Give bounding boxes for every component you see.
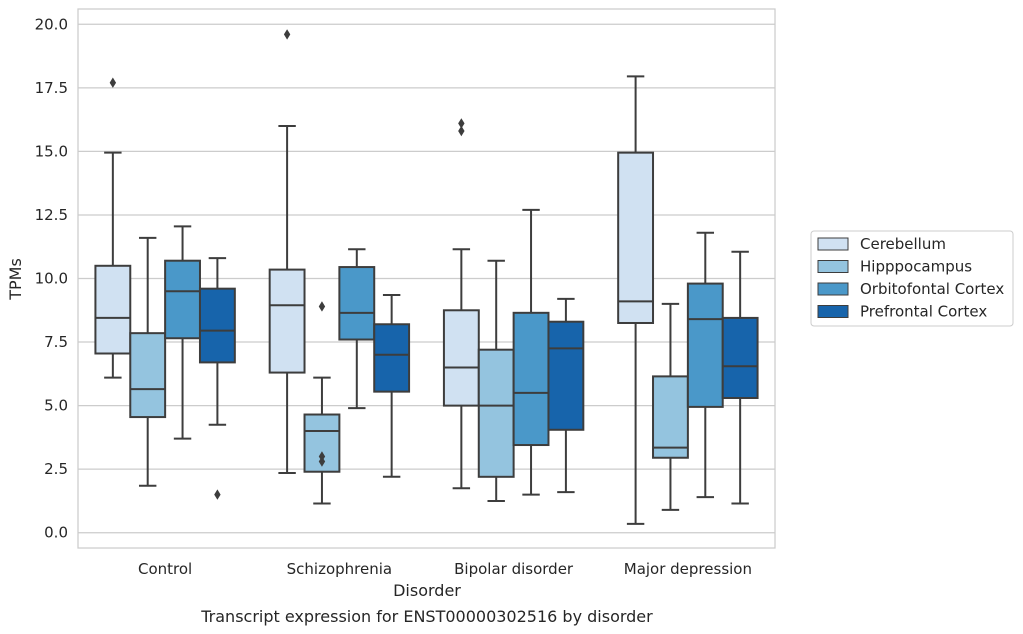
box-group xyxy=(198,257,236,500)
boxes xyxy=(94,29,759,525)
y-tick-label: 20.0 xyxy=(35,15,68,33)
y-tick-label: 17.5 xyxy=(35,79,68,97)
legend-label: Cerebellum xyxy=(860,235,946,253)
box xyxy=(617,151,655,324)
box xyxy=(512,311,550,447)
box-group xyxy=(129,236,167,487)
box-group xyxy=(373,294,411,478)
x-tick-label: Schizophrenia xyxy=(287,560,392,578)
y-axis-label: TPMs xyxy=(6,258,25,301)
box-group xyxy=(721,250,759,505)
box-group xyxy=(442,118,480,490)
outlier-point xyxy=(458,125,465,137)
legend: Cerebellum Hipppocampus Orbitofontal Corte… xyxy=(810,230,1014,327)
box xyxy=(198,287,236,364)
box xyxy=(652,375,689,459)
box-group xyxy=(338,248,376,410)
y-tick-label: 7.5 xyxy=(44,333,68,351)
plot-frame xyxy=(77,8,776,549)
box-group xyxy=(303,301,341,505)
y-tick-label: 0.0 xyxy=(44,524,68,542)
box xyxy=(477,348,515,478)
x-tick-label: Major depression xyxy=(624,560,752,578)
y-tick-label: 5.0 xyxy=(44,397,68,415)
box-group xyxy=(652,302,689,511)
box-group xyxy=(686,231,724,499)
y-tick-label: 12.5 xyxy=(35,206,68,224)
box xyxy=(373,323,411,393)
legend-frame xyxy=(810,230,1014,327)
outlier-point xyxy=(283,29,291,40)
box xyxy=(94,264,132,355)
box-group xyxy=(164,225,201,440)
legend-swatch xyxy=(817,260,849,273)
y-tick-label: 15.0 xyxy=(35,142,68,160)
box xyxy=(442,309,480,407)
legend-label: Orbitofontal Cortex xyxy=(860,280,1004,298)
box xyxy=(686,282,724,408)
legend-swatch xyxy=(817,282,849,296)
box-group xyxy=(547,297,585,494)
box-group xyxy=(94,77,132,379)
box xyxy=(338,266,376,341)
outlier-point xyxy=(318,301,326,312)
outlier-point xyxy=(318,451,326,462)
x-axis-label: Disorder xyxy=(393,581,461,600)
y-tick-labels: 0.0 2.5 5.0 7.5 10.0 12.5 15.0 17.5 20.0 xyxy=(35,15,68,541)
box xyxy=(268,268,306,374)
x-tick-label: Control xyxy=(138,560,192,578)
outlier-point xyxy=(109,77,117,88)
box-group xyxy=(512,208,550,496)
box-group xyxy=(268,29,306,474)
x-tick-label: Bipolar disorder xyxy=(454,560,574,578)
outlier-point xyxy=(214,489,221,500)
box xyxy=(164,259,201,340)
y-tick-label: 2.5 xyxy=(44,460,68,478)
chart-caption: Transcript expression for ENST0000030251… xyxy=(200,607,653,626)
legend-swatch xyxy=(817,305,849,318)
legend-label: Prefrontal Cortex xyxy=(860,303,987,321)
box xyxy=(129,332,167,419)
box xyxy=(721,316,759,399)
outlier-point xyxy=(458,118,465,129)
y-tick-label: 10.0 xyxy=(35,270,68,288)
x-tick-labels: Control Schizophrenia Bipolar disorder Majo… xyxy=(138,560,752,578)
legend-label: Hipppocampus xyxy=(860,258,972,276)
box-group xyxy=(477,259,515,502)
box xyxy=(547,320,585,431)
legend-swatch xyxy=(817,237,849,251)
box-group xyxy=(617,75,655,525)
